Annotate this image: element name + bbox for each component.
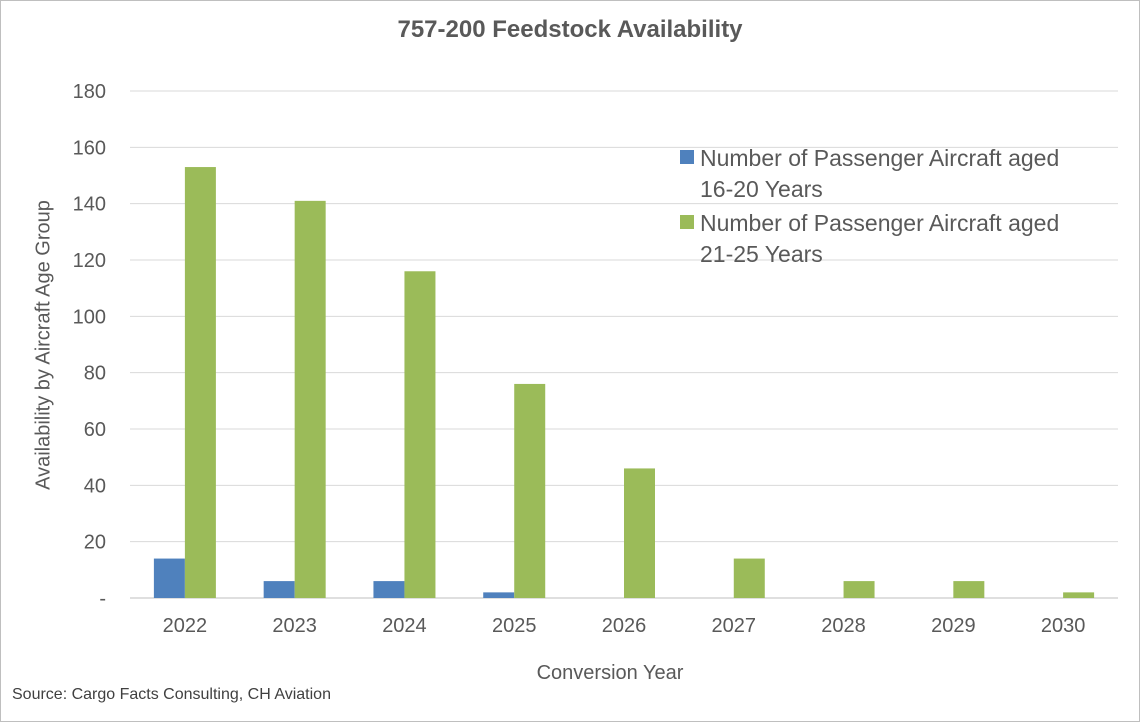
bar-series-2-2022	[184, 167, 216, 599]
legend-swatch-series-2	[680, 215, 694, 229]
bar-series-2-2025	[514, 383, 546, 598]
bar-series-1-2024	[373, 581, 405, 598]
y-tick-label: 120	[73, 250, 106, 272]
x-tick-label: 2027	[712, 615, 757, 637]
chart-title: 757-200 Feedstock Availability	[397, 16, 743, 43]
x-tick-label: 2026	[602, 615, 647, 637]
y-tick-label: 80	[84, 363, 106, 385]
x-tick-label: 2022	[163, 615, 208, 637]
bar-series-2-2030	[1063, 592, 1095, 598]
y-tick-label: -	[99, 588, 106, 610]
x-tick-label: 2028	[821, 615, 866, 637]
y-tick-label: 20	[84, 532, 106, 554]
y-tick-labels: - 20 40 60 80 100 120 140 160 180	[73, 81, 106, 610]
legend-label-series-1: Number of Passenger Aircraft aged 16-20 …	[700, 145, 1060, 202]
y-tick-label: 60	[84, 419, 106, 441]
x-tick-label: 2023	[272, 615, 317, 637]
bar-series-2-2028	[843, 581, 875, 598]
legend-label-series-2: Number of Passenger Aircraft aged 21-25 …	[700, 210, 1060, 267]
bar-series-1-2023	[263, 581, 295, 598]
legend-item-series-2: Number of Passenger Aircraft aged 21-25 …	[680, 208, 1070, 270]
bar-series-1-2025	[483, 592, 515, 598]
bar-series-2-2029	[953, 581, 985, 598]
bar-series-2-2027	[733, 558, 765, 598]
bar-series-1-2022	[153, 558, 185, 598]
y-tick-label: 140	[73, 194, 106, 216]
y-tick-label: 180	[73, 81, 106, 103]
bar-series-2-2026	[624, 468, 655, 598]
legend-swatch-series-1	[680, 150, 694, 164]
x-axis-label: Conversion Year	[536, 662, 684, 684]
legend-item-series-1: Number of Passenger Aircraft aged 16-20 …	[680, 143, 1070, 205]
bar-series-2-2023	[294, 200, 326, 598]
source-note: Source: Cargo Facts Consulting, CH Aviat…	[12, 686, 331, 703]
y-tick-label: 160	[73, 137, 106, 159]
x-tick-label: 2025	[492, 615, 537, 637]
x-tick-label: 2024	[382, 615, 427, 637]
bar-series-2-2024	[404, 271, 436, 598]
x-tick-label: 2029	[931, 615, 976, 637]
y-tick-label: 100	[73, 306, 106, 328]
y-tick-label: 40	[84, 475, 106, 497]
legend: Number of Passenger Aircraft aged 16-20 …	[680, 143, 1070, 273]
x-tick-label: 2030	[1041, 615, 1086, 637]
x-tick-labels: 2022 2023 2024 2025 2026 2027 2028 2029 2030	[163, 615, 1086, 637]
bars	[153, 167, 1095, 599]
